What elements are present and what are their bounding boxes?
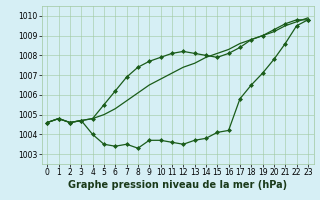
X-axis label: Graphe pression niveau de la mer (hPa): Graphe pression niveau de la mer (hPa) [68,180,287,190]
